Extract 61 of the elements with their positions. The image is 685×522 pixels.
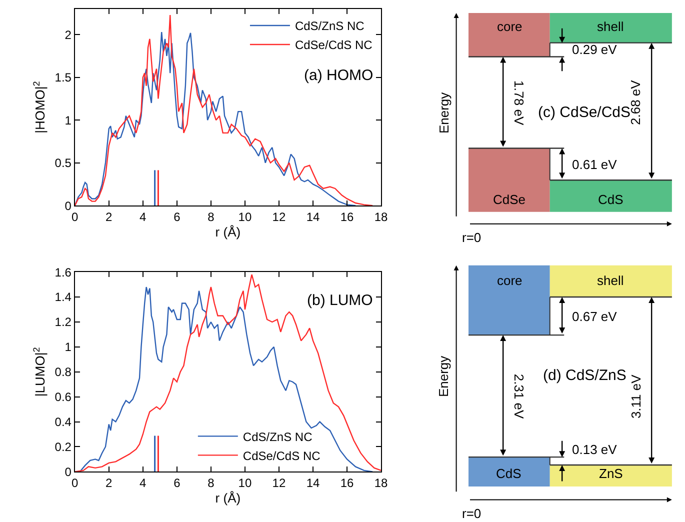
x-tick-label: 14 — [306, 210, 320, 224]
y-tick-label: 1.2 — [54, 315, 72, 330]
y-tick-label: 1.6 — [54, 265, 72, 280]
y-tick-label: 0.2 — [54, 440, 72, 454]
x-tick-label: 6 — [174, 210, 181, 224]
legend-label: CdS/ZnS NC — [294, 19, 365, 34]
text: Energy — [436, 92, 452, 134]
y-tick-label: 0 — [64, 464, 72, 479]
y-tick-label: 0.8 — [54, 365, 72, 380]
x-tick-label: 2 — [106, 476, 113, 490]
x-tick-label: 12 — [272, 210, 286, 224]
text: r=0 — [462, 230, 482, 245]
text: (a) HOMO — [304, 67, 374, 84]
text: CdS — [496, 466, 522, 481]
x-tick-label: 12 — [272, 476, 286, 490]
x-tick-label: 16 — [340, 210, 354, 224]
legend-label: CdSe/CdS NC — [294, 38, 373, 52]
text: CdSe — [493, 192, 526, 207]
text: core — [497, 273, 522, 288]
text: ZnS — [599, 466, 624, 481]
y-tick-label: 0.5 — [54, 156, 72, 170]
text: 0.29 eV — [572, 42, 618, 57]
text: core — [497, 19, 522, 34]
text: (d) CdS/ZnS — [543, 367, 626, 384]
legend-label: CdS/ZnS NC — [242, 430, 313, 444]
x-tick-label: 16 — [340, 476, 354, 490]
y-tick-label: 1 — [64, 113, 72, 128]
text: 0.13 eV — [572, 442, 618, 457]
y-tick-label: 2 — [64, 28, 72, 42]
text: 0.67 eV — [572, 309, 618, 324]
text: (c) CdSe/CdS — [538, 104, 631, 121]
x-axis-title: r (Å) — [215, 490, 241, 506]
x-tick-label: 6 — [174, 476, 181, 490]
y-tick-label: 1.5 — [54, 70, 72, 85]
x-tick-label: 18 — [374, 210, 388, 224]
text: shell — [597, 273, 624, 288]
x-tick-label: 2 — [106, 210, 113, 224]
y-tick-label: 0.6 — [54, 390, 72, 404]
x-axis-title: r (Å) — [215, 224, 241, 240]
text: (b) LUMO — [307, 292, 373, 309]
x-tick-label: 18 — [374, 476, 388, 490]
text: shell — [597, 19, 624, 34]
x-tick-label: 8 — [208, 210, 215, 224]
x-tick-label: 8 — [208, 476, 215, 490]
x-tick-label: 10 — [238, 210, 252, 224]
text: r=0 — [462, 506, 482, 521]
legend-label: CdSe/CdS NC — [242, 448, 321, 463]
text: 1.78 eV — [512, 80, 527, 126]
y-tick-label: 0.4 — [54, 414, 72, 429]
x-tick-label: 4 — [140, 210, 147, 224]
text: 2.31 eV — [511, 374, 526, 420]
x-tick-label: 4 — [140, 476, 147, 490]
x-tick-label: 14 — [306, 476, 320, 490]
x-tick-label: 10 — [238, 476, 252, 490]
text: Energy — [436, 355, 452, 398]
text: CdS — [598, 192, 624, 207]
y-tick-label: 1.4 — [54, 290, 72, 304]
y-tick-label: 1 — [64, 340, 72, 354]
y-tick-label: 0 — [64, 198, 72, 213]
text: 0.61 eV — [572, 157, 618, 172]
text: 3.11 eV — [628, 374, 644, 419]
